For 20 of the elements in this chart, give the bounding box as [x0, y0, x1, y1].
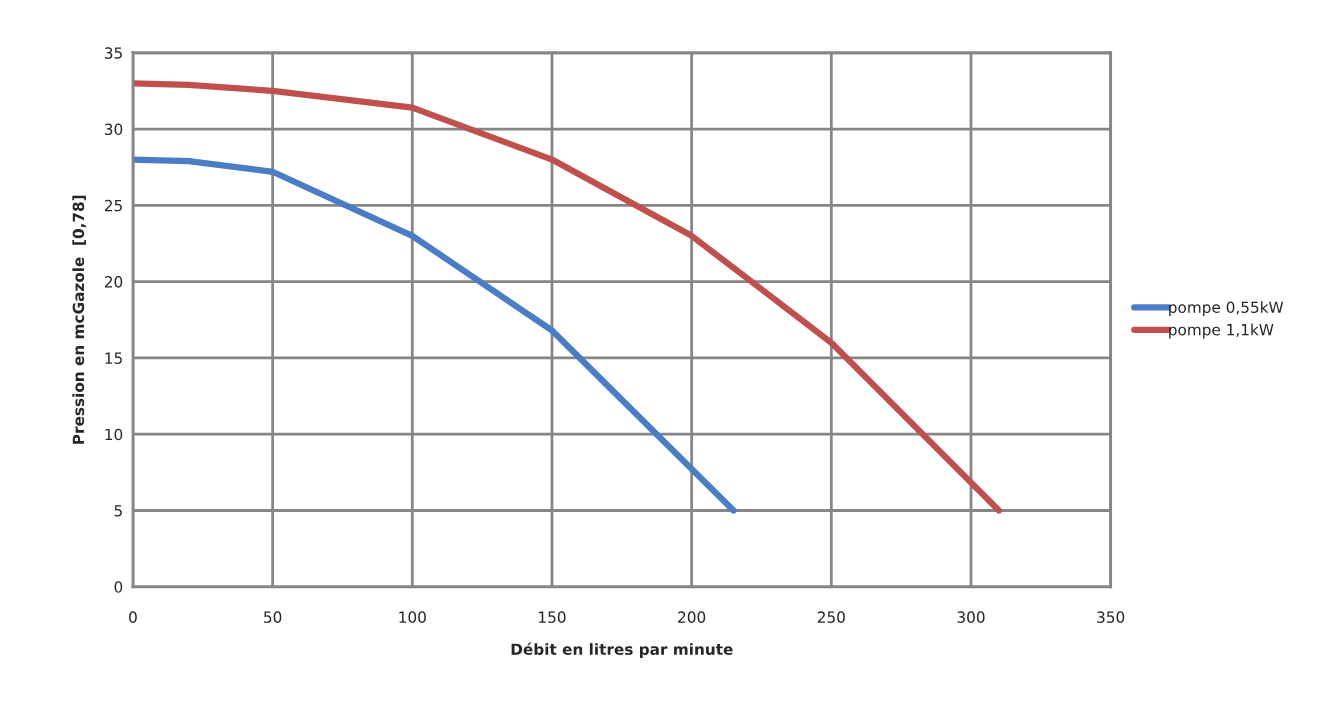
x-tick-label: 0 — [129, 611, 137, 623]
x-axis-title: Débit en litres par minute — [511, 642, 733, 658]
x-tick-label: 50 — [264, 611, 282, 623]
x-tick-label: 250 — [817, 611, 845, 623]
y-tick-label: 5 — [114, 505, 122, 517]
y-tick-label: 10 — [105, 428, 123, 441]
y-tick-label: 15 — [105, 352, 122, 364]
legend-label: pompe 1,1kW — [1169, 323, 1274, 339]
y-tick-label: 30 — [104, 123, 123, 136]
x-tick-label: 150 — [539, 611, 566, 623]
y-tick-label: 35 — [104, 47, 122, 59]
legend-label: pompe 0,55kW — [1169, 301, 1284, 316]
y-tick-label: 25 — [104, 199, 122, 212]
x-tick-label: 300 — [957, 611, 985, 623]
y-tick-label: 0 — [114, 581, 123, 593]
x-tick-label: 200 — [678, 611, 706, 623]
x-tick-label: 100 — [399, 611, 426, 623]
y-tick-label: 20 — [104, 276, 123, 288]
y-axis-title: Pression en mcGazole [0,78] — [72, 195, 87, 444]
x-tick-label: 350 — [1097, 611, 1125, 623]
